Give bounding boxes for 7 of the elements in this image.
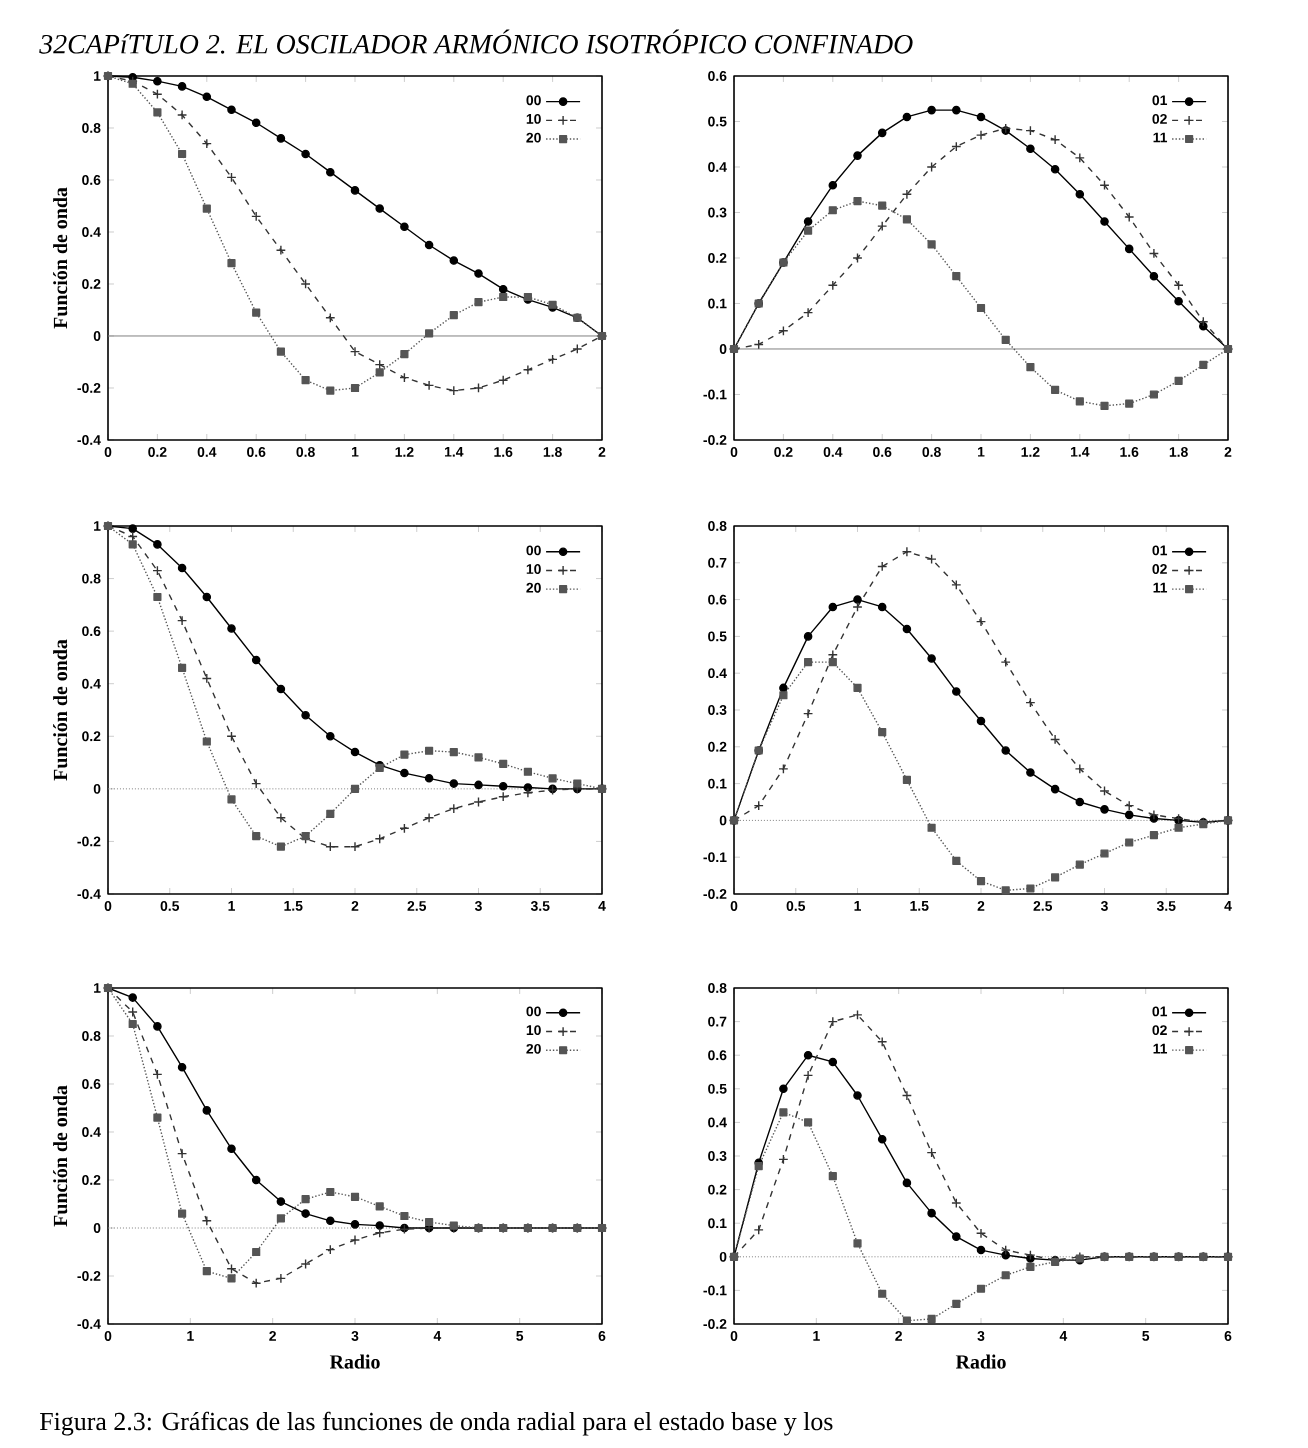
x-axis-title: Radio	[955, 1354, 1006, 1369]
y-axis-title: Función de onda	[53, 187, 68, 329]
x-axis-title: Radio	[329, 1354, 380, 1369]
text: 32CAPíTULO 2. EL OSCILADOR ARMÓNICO ISOTRÓPICO CONFINADO	[39, 29, 913, 54]
y-axis-title: Función de onda	[53, 639, 68, 781]
y-axis-title: Función de onda	[53, 1085, 68, 1227]
text: Figura 2.3: Gráficas de las funciones de onda radial para el estado base y los	[39, 1411, 833, 1436]
